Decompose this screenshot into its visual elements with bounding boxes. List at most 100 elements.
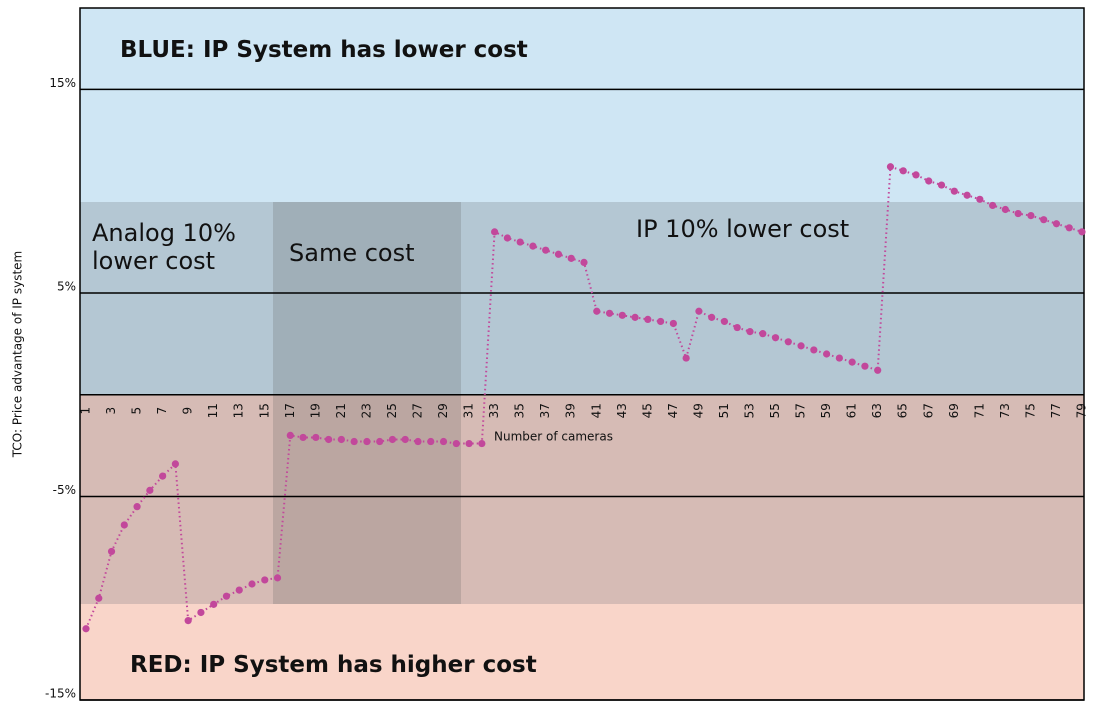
x-tick-label: 1 bbox=[79, 407, 93, 415]
data-point bbox=[784, 338, 792, 346]
data-point bbox=[1040, 216, 1048, 224]
data-point bbox=[554, 250, 563, 258]
x-tick-label: 73 bbox=[998, 403, 1012, 418]
data-point bbox=[644, 315, 652, 323]
data-point bbox=[618, 311, 626, 319]
data-point bbox=[95, 594, 103, 602]
x-tick-label: 65 bbox=[896, 403, 910, 418]
data-point bbox=[708, 313, 716, 321]
data-point bbox=[631, 313, 639, 321]
x-tick-label: 39 bbox=[564, 403, 578, 418]
data-point bbox=[886, 163, 895, 171]
data-point bbox=[848, 358, 856, 366]
data-point bbox=[452, 439, 460, 448]
data-point bbox=[197, 608, 205, 617]
data-point bbox=[1027, 212, 1035, 220]
data-point bbox=[912, 171, 920, 179]
x-tick-label: 9 bbox=[181, 407, 195, 415]
data-point bbox=[184, 617, 192, 625]
x-tick-label: 63 bbox=[870, 403, 884, 418]
data-point bbox=[1065, 224, 1073, 232]
x-tick-label: 13 bbox=[232, 403, 246, 418]
y-tick-label: 15% bbox=[49, 76, 76, 90]
x-tick-label: 7 bbox=[155, 407, 169, 415]
data-point bbox=[823, 350, 831, 358]
plot-frame bbox=[79, 7, 1085, 701]
data-point bbox=[682, 354, 690, 362]
data-point bbox=[286, 431, 294, 440]
x-tick-label: 33 bbox=[487, 403, 501, 418]
x-tick-label: 25 bbox=[385, 403, 399, 418]
data-point bbox=[899, 167, 907, 175]
data-point bbox=[516, 238, 524, 246]
x-tick-label: 27 bbox=[411, 403, 425, 418]
red-zone bbox=[80, 604, 1084, 700]
x-tick-label: 11 bbox=[206, 403, 220, 418]
data-point bbox=[465, 439, 473, 448]
x-axis-label: Number of cameras bbox=[494, 430, 613, 444]
data-point bbox=[82, 625, 90, 633]
blue-zone bbox=[80, 8, 1084, 202]
data-point bbox=[350, 437, 358, 446]
data-point bbox=[810, 346, 818, 354]
data-point bbox=[120, 521, 128, 529]
x-tick-label: 47 bbox=[666, 403, 680, 418]
x-tick-label: 49 bbox=[691, 403, 705, 418]
x-tick-label: 61 bbox=[845, 403, 859, 418]
x-tick-label: 3 bbox=[104, 407, 118, 415]
data-point bbox=[567, 254, 575, 262]
x-tick-label: 37 bbox=[538, 403, 552, 418]
x-tick-label: 23 bbox=[359, 403, 373, 418]
data-point bbox=[133, 503, 141, 511]
data-point bbox=[299, 433, 307, 442]
analog-band bbox=[80, 395, 1084, 604]
x-tick-label: 15 bbox=[257, 403, 271, 418]
data-point bbox=[669, 319, 677, 328]
x-tick-label: 35 bbox=[513, 403, 527, 418]
data-point bbox=[401, 435, 409, 444]
data-point bbox=[210, 600, 218, 608]
data-point bbox=[273, 574, 282, 582]
data-point bbox=[976, 195, 984, 203]
data-point bbox=[989, 201, 997, 210]
data-point bbox=[759, 330, 767, 338]
data-point bbox=[1001, 205, 1009, 214]
annotation: Same cost bbox=[289, 239, 415, 267]
data-point bbox=[1014, 209, 1022, 218]
data-point bbox=[580, 258, 588, 267]
same-cost-zone bbox=[273, 202, 461, 604]
data-point bbox=[1078, 228, 1086, 236]
x-tick-label: 67 bbox=[921, 403, 935, 418]
y-tick-label: 5% bbox=[57, 279, 76, 293]
y-axis-label: TCO: Price advantage of IP system bbox=[11, 251, 25, 458]
x-tick-label: 57 bbox=[794, 403, 808, 418]
data-point bbox=[376, 437, 384, 446]
x-tick-label: 19 bbox=[308, 403, 322, 418]
data-point bbox=[439, 437, 448, 446]
data-point bbox=[171, 460, 179, 468]
data-point bbox=[235, 586, 243, 594]
x-tick-label: 77 bbox=[1049, 403, 1063, 418]
data-point bbox=[925, 177, 933, 185]
y-tick-label: -5% bbox=[53, 483, 76, 497]
data-point bbox=[159, 472, 167, 480]
x-tick-label: 21 bbox=[334, 403, 348, 418]
data-point bbox=[146, 486, 154, 494]
annotation: BLUE: IP System has lower cost bbox=[120, 37, 528, 63]
data-point bbox=[363, 437, 371, 446]
data-point bbox=[937, 181, 946, 189]
data-point bbox=[107, 547, 116, 556]
data-point bbox=[325, 435, 333, 444]
x-tick-label: 29 bbox=[436, 403, 450, 418]
x-tick-label: 75 bbox=[1023, 403, 1037, 418]
x-tick-label: 55 bbox=[768, 403, 782, 418]
annotation: IP 10% lower cost bbox=[636, 215, 850, 243]
x-tick-label: 71 bbox=[972, 403, 986, 418]
data-point bbox=[695, 307, 703, 315]
data-point bbox=[835, 354, 843, 362]
data-point bbox=[478, 439, 486, 448]
x-tick-label: 43 bbox=[615, 403, 629, 418]
data-point bbox=[261, 576, 269, 584]
